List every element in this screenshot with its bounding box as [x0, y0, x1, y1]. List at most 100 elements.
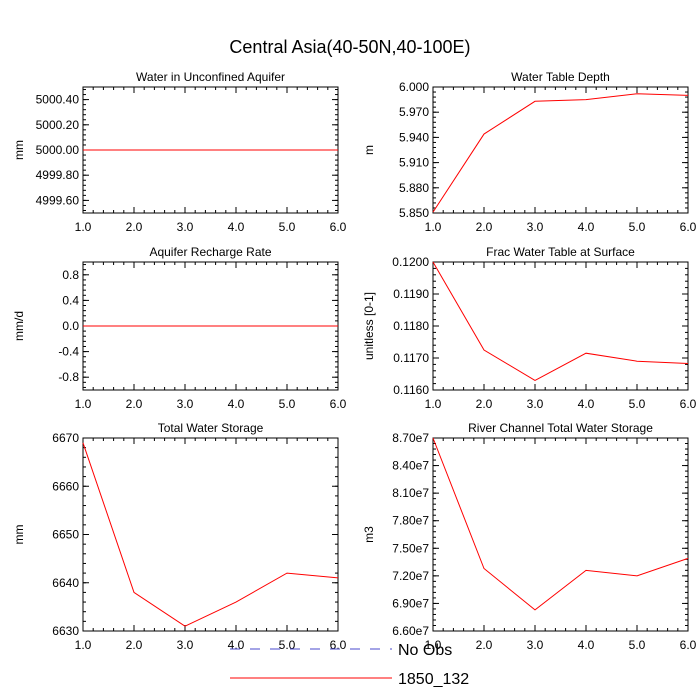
figure-title: Central Asia(40-50N,40-100E): [229, 37, 470, 57]
y-tick-label: 6650: [52, 528, 79, 542]
y-tick-label: 7.20e7: [392, 569, 429, 583]
y-tick-label: 0.0: [62, 319, 79, 333]
y-tick-label: 5.940: [399, 130, 429, 144]
plot-frame: [432, 261, 689, 391]
chart-panel-1: Water Table Depth m 1.0 2.0 3.0 4.0 5.0 6.0 5.85…: [362, 70, 697, 234]
x-tick-label: 3.0: [527, 220, 544, 234]
y-tick-label: 5000.20: [36, 118, 80, 132]
x-tick-label: 3.0: [177, 397, 194, 411]
y-tick-label: 6630: [52, 624, 79, 638]
y-tick-label: 0.1190: [393, 287, 429, 301]
x-tick-label: 2.0: [476, 638, 493, 652]
y-axis-label: m: [362, 145, 376, 155]
x-tick-label: 3.0: [527, 638, 544, 652]
x-tick-label: 1.0: [75, 220, 92, 234]
x-tick-label: 1.0: [75, 397, 92, 411]
y-tick-label: 5.880: [399, 181, 429, 195]
y-tick-label: 8.40e7: [392, 459, 429, 473]
chart-panel-0: Water in Unconfined Aquifer mm 1.0 2.0 3.0 4.…: [12, 70, 347, 234]
x-tick-label: 5.0: [629, 220, 646, 234]
y-axis-label: mm/d: [12, 311, 26, 341]
legend-label-no-obs: No Obs: [398, 642, 452, 659]
y-tick-label: -0.8: [58, 370, 79, 384]
x-tick-label: 1.0: [425, 397, 442, 411]
x-tick-label: 5.0: [629, 397, 646, 411]
y-tick-label: 6640: [52, 576, 79, 590]
x-tick-label: 5.0: [279, 220, 296, 234]
x-tick-label: 4.0: [578, 397, 595, 411]
y-tick-label: 8.10e7: [392, 486, 429, 500]
y-tick-label: 6.60e7: [392, 624, 429, 638]
y-tick-label: 5000.00: [36, 143, 80, 157]
panel-title: River Channel Total Water Storage: [468, 421, 653, 435]
chart-panel-4: Total Water Storage mm 1.0 2.0 3.0 4.0 5.0 6.0 6…: [12, 421, 347, 652]
y-axis-label: m3: [362, 526, 376, 543]
legend: No Obs 1850_132: [230, 642, 469, 688]
x-tick-label: 6.0: [330, 220, 347, 234]
y-tick-label: 5.910: [399, 156, 429, 170]
x-tick-label: 6.0: [330, 397, 347, 411]
y-tick-label: 6.90e7: [392, 596, 429, 610]
y-axis-label: unitless [0-1]: [362, 292, 376, 360]
x-tick-label: 3.0: [177, 220, 194, 234]
x-tick-label: 5.0: [279, 638, 296, 652]
y-axis-label: mm: [12, 140, 26, 160]
y-tick-label: 6670: [52, 431, 79, 445]
y-tick-label: 0.1160: [393, 383, 429, 397]
legend-label-1850-132: 1850_132: [398, 671, 469, 688]
y-tick-label: -0.4: [58, 345, 79, 359]
y-tick-label: 8.70e7: [392, 431, 429, 445]
x-tick-label: 6.0: [680, 638, 697, 652]
x-tick-label: 1.0: [75, 638, 92, 652]
x-tick-label: 1.0: [425, 220, 442, 234]
series-line: [432, 437, 689, 611]
x-tick-label: 6.0: [680, 220, 697, 234]
x-tick-label: 1.0: [425, 638, 442, 652]
y-tick-label: 0.1170: [393, 351, 429, 365]
plot-frame: [82, 437, 339, 632]
y-tick-label: 5.970: [399, 105, 429, 119]
x-tick-label: 4.0: [578, 220, 595, 234]
x-tick-label: 5.0: [279, 397, 296, 411]
plot-frame: [432, 437, 689, 632]
x-tick-label: 6.0: [680, 397, 697, 411]
x-tick-label: 3.0: [177, 638, 194, 652]
y-tick-label: 4999.80: [36, 168, 80, 182]
series-line: [432, 93, 689, 213]
y-axis-label: mm: [12, 525, 26, 545]
series-line: [432, 261, 689, 381]
x-tick-label: 3.0: [527, 397, 544, 411]
y-tick-label: 7.50e7: [392, 541, 429, 555]
y-tick-label: 0.8: [62, 268, 79, 282]
chart-panel-5: River Channel Total Water Storage m3 1.0 2.…: [362, 421, 697, 652]
x-tick-label: 4.0: [578, 638, 595, 652]
y-tick-label: 0.1180: [393, 319, 429, 333]
x-tick-label: 2.0: [476, 397, 493, 411]
y-tick-label: 5000.40: [36, 93, 80, 107]
chart-panel-2: Aquifer Recharge Rate mm/d 1.0 2.0 3.0 4.0 5.0…: [12, 245, 347, 411]
series-line: [82, 442, 339, 627]
panel-title: Frac Water Table at Surface: [486, 245, 635, 259]
x-tick-label: 4.0: [228, 397, 245, 411]
chart-panel-3: Frac Water Table at Surface unitless [0-1…: [362, 245, 697, 411]
panel-title: Water Table Depth: [511, 70, 610, 84]
panels: Water in Unconfined Aquifer mm 1.0 2.0 3.0 4.…: [12, 70, 697, 652]
x-tick-label: 2.0: [476, 220, 493, 234]
x-tick-label: 2.0: [126, 397, 143, 411]
y-tick-label: 6660: [52, 479, 79, 493]
y-tick-label: 4999.60: [36, 193, 80, 207]
y-tick-label: 7.80e7: [392, 514, 429, 528]
plot-frame: [432, 86, 689, 214]
panel-title: Water in Unconfined Aquifer: [136, 70, 285, 84]
y-tick-label: 0.4: [62, 293, 79, 307]
y-tick-label: 6.000: [399, 80, 429, 94]
x-tick-label: 4.0: [228, 220, 245, 234]
panel-title: Aquifer Recharge Rate: [149, 245, 271, 259]
y-tick-label: 5.850: [399, 206, 429, 220]
x-tick-label: 6.0: [330, 638, 347, 652]
panel-title: Total Water Storage: [158, 421, 264, 435]
y-tick-label: 0.1200: [392, 255, 429, 269]
x-tick-label: 4.0: [228, 638, 245, 652]
x-tick-label: 2.0: [126, 220, 143, 234]
